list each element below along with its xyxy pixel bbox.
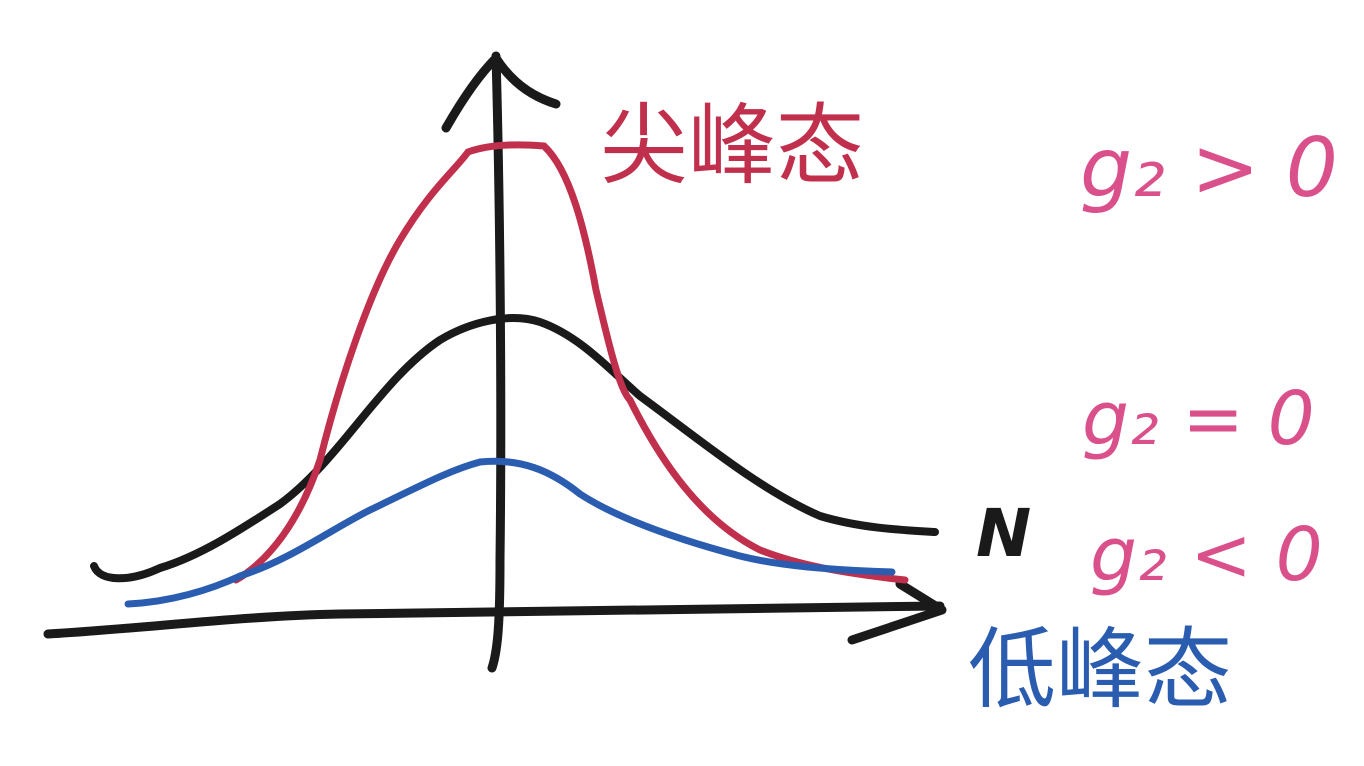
- axes: [43, 51, 947, 673]
- g2-positive-label: g₂ > 0: [1080, 121, 1338, 216]
- g2-negative-label: g₂ < 0: [1090, 512, 1323, 598]
- curve-leptokurtic-red: [232, 141, 909, 584]
- curve-platykurtic-blue: [124, 457, 896, 608]
- axis-n-label: N: [976, 495, 1031, 572]
- y-axis-line: [487, 51, 506, 673]
- y-axis-arrowhead: [441, 53, 561, 133]
- x-axis-line: [43, 601, 945, 639]
- leptokurtic-label: 尖峰态: [600, 94, 864, 197]
- x-axis-arrowhead: [847, 579, 947, 645]
- g2-zero-label: g₂ = 0: [1082, 376, 1315, 462]
- platykurtic-label: 低峰态: [968, 618, 1232, 721]
- curve-normal-black: [90, 314, 939, 583]
